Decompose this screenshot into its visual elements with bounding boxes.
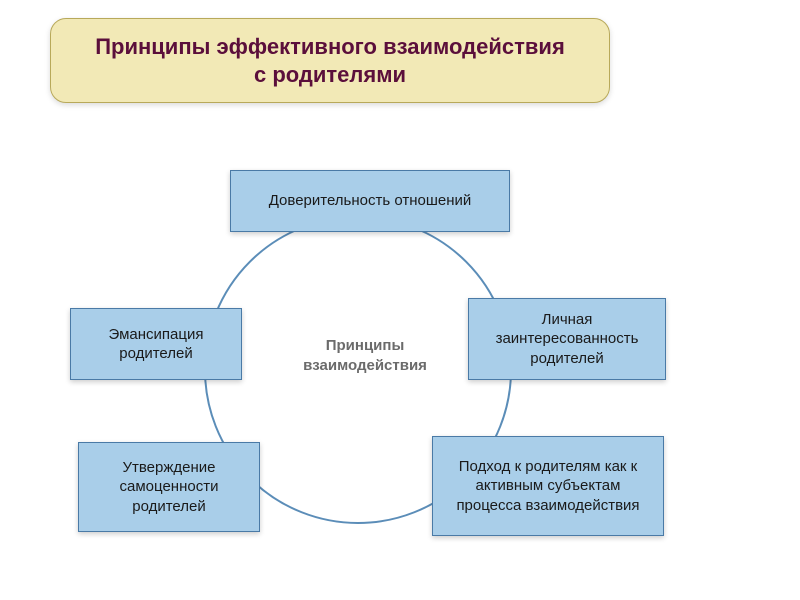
node-bottom-right: Подход к родителям как к активным субъек… [432, 436, 664, 536]
header-title-line2: с родителями [254, 62, 406, 87]
node-left: Эмансипация родителей [70, 308, 242, 380]
center-label-line1: Принципы [326, 337, 405, 354]
node-bl-text: Утверждение самоценности родителей [89, 458, 249, 517]
node-top: Доверительность отношений [230, 170, 510, 232]
node-right-text: Личная заинтересованность родителей [479, 310, 655, 369]
node-left-text: Эмансипация родителей [81, 325, 231, 364]
header-title-line1: Принципы эффективного взаимодействия [95, 34, 565, 59]
node-bottom-left: Утверждение самоценности родителей [78, 442, 260, 532]
node-br-text: Подход к родителям как к активным субъек… [443, 457, 653, 516]
node-right: Личная заинтересованность родителей [468, 298, 666, 380]
node-top-text: Доверительность отношений [269, 191, 472, 211]
center-label: Принципы взаимодействия [300, 336, 430, 375]
header-title: Принципы эффективного взаимодействия с р… [71, 33, 589, 88]
center-label-line2: взаимодействия [303, 357, 427, 374]
slide-background: Принципы эффективного взаимодействия с р… [0, 0, 800, 600]
header-panel: Принципы эффективного взаимодействия с р… [50, 18, 610, 103]
